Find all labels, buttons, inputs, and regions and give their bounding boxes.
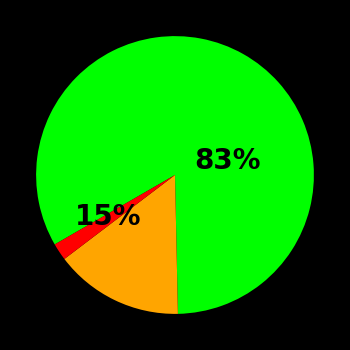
Wedge shape [64, 175, 178, 314]
Text: 83%: 83% [195, 147, 261, 175]
Text: 15%: 15% [75, 203, 142, 231]
Wedge shape [36, 36, 314, 314]
Wedge shape [55, 175, 175, 259]
